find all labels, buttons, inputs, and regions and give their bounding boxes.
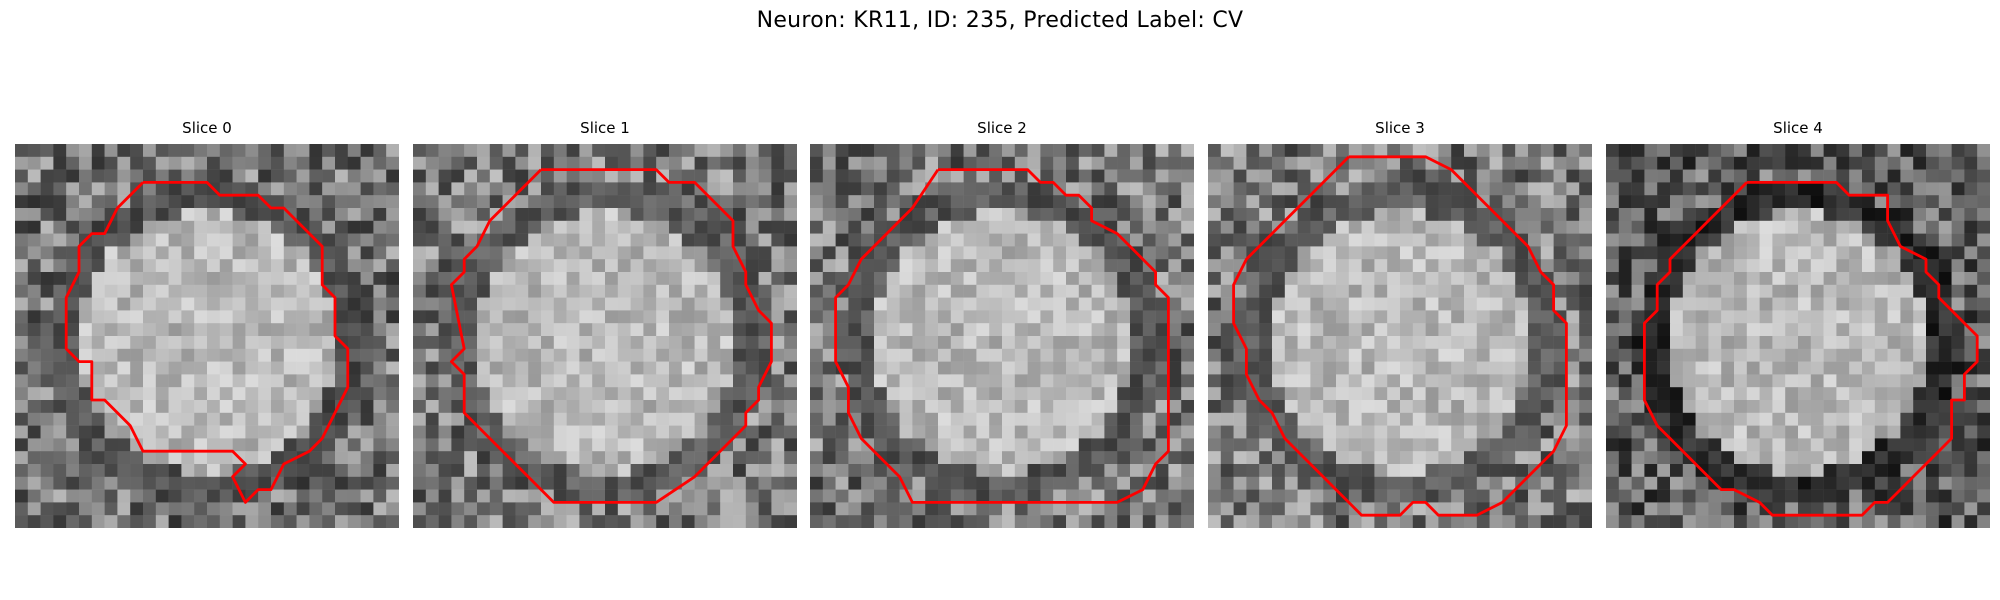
slice-image bbox=[810, 144, 1194, 528]
slice-image bbox=[15, 144, 399, 528]
slice-title: Slice 2 bbox=[977, 119, 1027, 137]
slice-panel-3: Slice 3 bbox=[1208, 118, 1592, 528]
slice-panel-0: Slice 0 bbox=[15, 118, 399, 528]
slice-panel-4: Slice 4 bbox=[1606, 118, 1990, 528]
slice-panel-1: Slice 1 bbox=[413, 118, 797, 528]
slice-panel-2: Slice 2 bbox=[810, 118, 1194, 528]
slice-title: Slice 3 bbox=[1375, 119, 1425, 137]
slice-title: Slice 4 bbox=[1773, 119, 1823, 137]
figure-title: Neuron: KR11, ID: 235, Predicted Label: … bbox=[756, 8, 1244, 33]
slice-image bbox=[1208, 144, 1592, 528]
cell-contour bbox=[1642, 180, 1979, 517]
slice-image bbox=[413, 144, 797, 528]
cell-contour bbox=[64, 180, 350, 504]
cell-contour bbox=[449, 168, 773, 504]
slice-title: Slice 0 bbox=[182, 119, 232, 137]
cell-contour bbox=[1232, 155, 1568, 517]
slice-image bbox=[1606, 144, 1990, 528]
slice-title: Slice 1 bbox=[580, 119, 630, 137]
cell-contour bbox=[834, 168, 1170, 504]
